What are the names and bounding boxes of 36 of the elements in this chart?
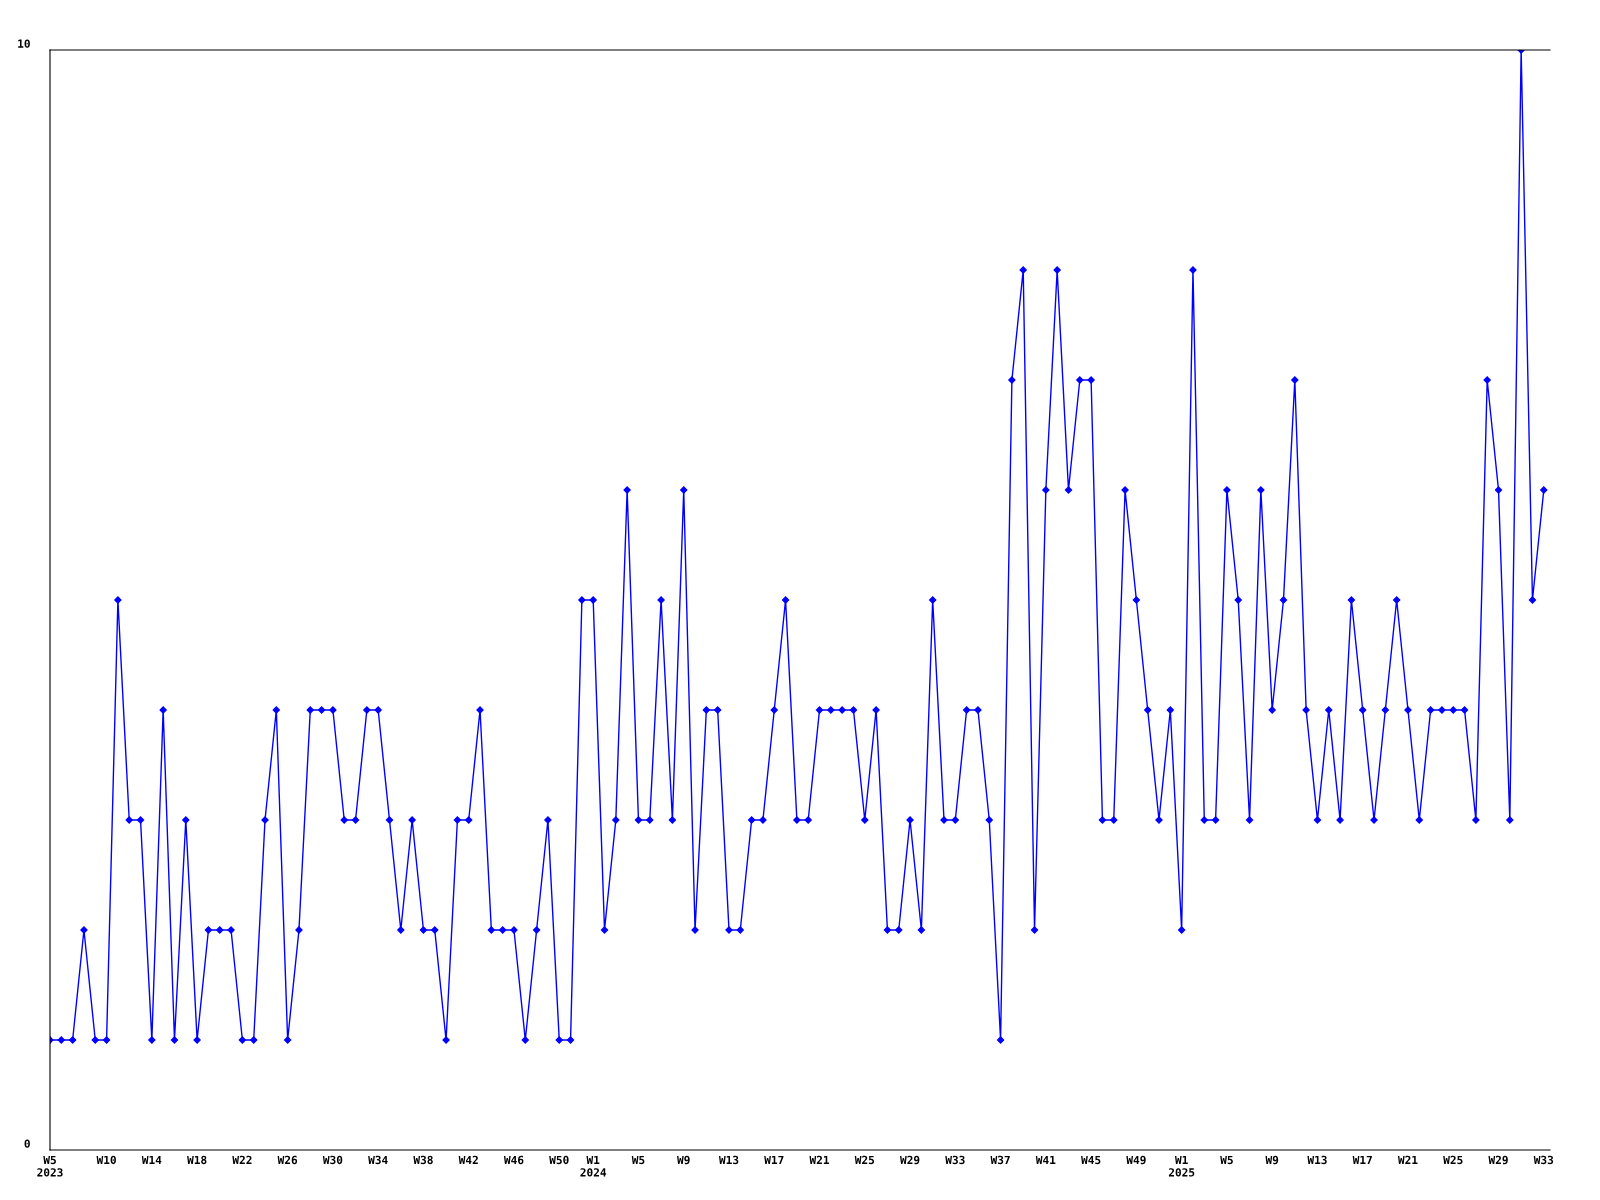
x-tick-label: W25 [854, 1155, 875, 1165]
x-tick-label: W17 [1352, 1155, 1372, 1164]
x-tick-label: W18 [187, 1155, 207, 1165]
x-tick-label: W10 [96, 1155, 116, 1165]
x-tick-label: W50 [549, 1155, 569, 1165]
x-tick-label: W17 [764, 1155, 784, 1164]
x-tick-label: W33 [1533, 1155, 1554, 1165]
x-tick-label: W5 2023 [37, 1155, 63, 1177]
x-tick-label: W33 [945, 1155, 965, 1165]
x-tick-label: W45 [1081, 1155, 1101, 1165]
x-tick-label: W25 [1443, 1155, 1463, 1165]
x-tick-label: W26 [277, 1155, 298, 1165]
x-tick-label: W41 [1035, 1155, 1056, 1164]
x-tick-label: W5 [631, 1155, 645, 1165]
x-tick-label: W21 [809, 1155, 830, 1164]
x-tick-label: W42 [458, 1155, 478, 1164]
x-tick-label: W29 [900, 1155, 920, 1165]
y-tick-label: 0 [24, 1139, 30, 1148]
x-tick-label: W9 [1265, 1155, 1279, 1165]
x-tick-label: W5 [1220, 1155, 1233, 1165]
x-tick-label: W9 [677, 1155, 690, 1165]
x-tick-label: W37 [990, 1155, 1010, 1165]
x-tick-label: W49 [1126, 1155, 1146, 1165]
x-tick-label: W14 [141, 1155, 162, 1164]
x-tick-label: W1 2024 [580, 1155, 607, 1177]
x-tick-label: W13 [1307, 1155, 1327, 1165]
x-tick-label: W1 2025 [1168, 1155, 1195, 1177]
x-tick-label: W21 [1397, 1155, 1418, 1164]
x-tick-label: W29 [1488, 1155, 1508, 1165]
y-tick-label: 10 [18, 39, 30, 48]
x-tick-label: W38 [413, 1155, 433, 1165]
x-tick-label: W34 [368, 1155, 388, 1165]
x-tick-label: W22 [232, 1155, 252, 1164]
x-tick-label: W30 [322, 1155, 343, 1165]
x-tick-label: W13 [718, 1155, 739, 1165]
x-tick-label: W46 [503, 1155, 524, 1165]
